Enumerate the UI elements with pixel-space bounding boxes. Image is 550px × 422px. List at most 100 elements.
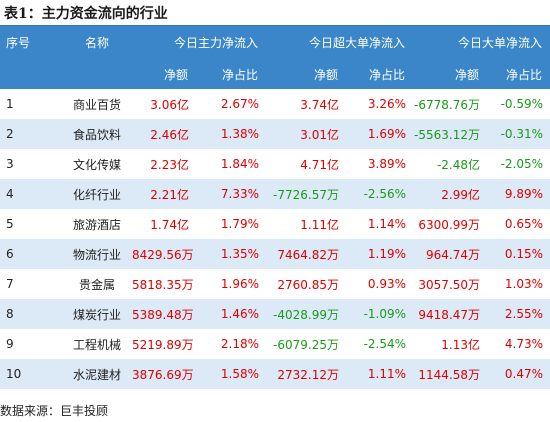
cell-large-amount: 3057.50万: [418, 277, 481, 292]
cell-main-amount: 5818.35万: [132, 277, 194, 292]
cell-super-ratio: 3.89%: [367, 157, 407, 171]
cell-main-ratio: 1.79%: [220, 217, 260, 231]
cell-main-ratio: 1.35%: [220, 247, 260, 261]
cell-name: 煤炭行业: [72, 307, 121, 322]
table-row: 6 物流行业 8429.56万 1.35% 7464.82万 1.19% 964.74万 0.…: [0, 239, 550, 269]
header-blank: [62, 59, 132, 89]
cell-main-amount: 5219.89万: [132, 337, 194, 352]
header-row-groups: 序号 名称 今日主力净流入 今日超大单净流入 今日大单净流入: [0, 26, 550, 59]
title-divider: [0, 25, 550, 26]
cell-super-amount: 7464.82万: [277, 247, 340, 262]
cell-main-ratio: 2.67%: [220, 97, 260, 111]
cell-main-ratio: 1.58%: [220, 367, 260, 381]
header-group-main: 今日主力净流入: [174, 36, 259, 50]
cell-super-ratio: 1.11%: [367, 367, 407, 381]
table-row: 9 工程机械 5219.89万 2.18% -6079.25万 -2.54% 1.13亿 4.…: [0, 329, 550, 359]
cell-name: 旅游酒店: [72, 217, 121, 232]
cell-large-ratio: 2.55%: [504, 307, 544, 321]
cell-large-ratio: -0.59%: [500, 97, 544, 111]
cell-large-ratio: 1.03%: [504, 277, 544, 291]
cell-main-ratio: 7.33%: [220, 187, 260, 201]
cell-main-ratio: 1.38%: [220, 127, 260, 141]
cell-super-amount: 1.11亿: [300, 217, 340, 232]
cell-name: 工程机械: [72, 337, 121, 352]
header-name: 名称: [84, 36, 109, 50]
cell-main-amount: 1.74亿: [150, 217, 189, 232]
cell-super-amount: -6079.25万: [273, 337, 340, 352]
cell-large-ratio: 0.15%: [504, 247, 544, 261]
cell-super-ratio: 1.19%: [367, 247, 407, 261]
cell-main-amount: 2.21亿: [150, 187, 189, 202]
cell-large-ratio: 9.89%: [504, 187, 544, 201]
cell-main-ratio: 2.18%: [220, 337, 260, 351]
table-body: 1 商业百货 3.06亿 2.67% 3.74亿 3.26% -6778.76万 -0.59%…: [0, 89, 550, 389]
cell-name: 化纤行业: [72, 187, 121, 202]
cell-super-amount: -7726.57万: [273, 187, 340, 202]
cell-super-amount: -4028.99万: [273, 307, 340, 322]
fund-flow-table: 序号 名称 今日主力净流入 今日超大单净流入 今日大单净流入 净额 净占比 净额…: [0, 26, 550, 389]
cell-large-amount: 1.13亿: [441, 337, 481, 352]
cell-large-ratio: 0.47%: [504, 367, 544, 381]
cell-index: 2: [6, 127, 14, 141]
cell-index: 1: [6, 97, 14, 111]
cell-main-amount: 2.23亿: [150, 157, 189, 172]
header-large-ratio: 净占比: [506, 67, 543, 82]
cell-large-ratio: 0.65%: [504, 217, 544, 231]
header-large-amount: 净额: [455, 67, 480, 82]
table-row: 4 化纤行业 2.21亿 7.33% -7726.57万 -2.56% 2.99亿 9.89%: [0, 179, 550, 209]
cell-large-amount: -5563.12万: [414, 127, 481, 142]
cell-super-ratio: 1.69%: [367, 127, 407, 141]
header-super-ratio: 净占比: [369, 67, 406, 82]
cell-super-ratio: -2.56%: [363, 187, 407, 201]
cell-main-amount: 2.46亿: [150, 127, 189, 142]
cell-index: 6: [6, 247, 14, 261]
table-title: 表1：主力资金流向的行业: [4, 6, 168, 22]
cell-name: 贵金属: [78, 277, 115, 292]
table-row: 8 煤炭行业 5389.48万 1.46% -4028.99万 -1.09% 9418.47…: [0, 299, 550, 329]
cell-main-amount: 8429.56万: [132, 247, 194, 262]
table-row: 2 食品饮料 2.46亿 1.38% 3.01亿 1.69% -5563.12万 -0.31%: [0, 119, 550, 149]
cell-index: 9: [6, 337, 14, 351]
cell-large-amount: 964.74万: [426, 247, 481, 262]
table-row: 5 旅游酒店 1.74亿 1.79% 1.11亿 1.14% 6300.99万 0.65%: [0, 209, 550, 239]
cell-super-ratio: 0.93%: [367, 277, 407, 291]
cell-large-amount: -6778.76万: [414, 97, 481, 112]
header-index: 序号: [6, 36, 31, 50]
cell-index: 4: [6, 187, 14, 201]
header-main-amount: 净额: [163, 67, 188, 82]
cell-super-amount: 3.74亿: [300, 97, 340, 112]
table-row: 3 文化传媒 2.23亿 1.84% 4.71亿 3.89% -2.48亿 -2.05%: [0, 149, 550, 179]
cell-index: 10: [6, 367, 22, 381]
cell-super-amount: 3.01亿: [300, 127, 340, 142]
cell-name: 商业百货: [72, 97, 121, 112]
data-source-note: 数据来源：巨丰投顾: [0, 404, 109, 418]
cell-large-ratio: -0.31%: [500, 127, 544, 141]
cell-main-amount: 3.06亿: [150, 97, 189, 112]
cell-index: 3: [6, 157, 14, 171]
cell-index: 7: [6, 277, 14, 291]
cell-main-ratio: 1.84%: [220, 157, 260, 171]
cell-main-amount: 5389.48万: [132, 307, 194, 322]
cell-name: 物流行业: [72, 247, 121, 262]
cell-main-ratio: 1.96%: [220, 277, 260, 291]
table-row: 10 水泥建材 3876.69万 1.58% 2732.12万 1.11% 1144.58万…: [0, 359, 550, 389]
cell-index: 8: [6, 307, 14, 321]
table-row: 1 商业百货 3.06亿 2.67% 3.74亿 3.26% -6778.76万 -0.59%: [0, 89, 550, 119]
cell-large-amount: 6300.99万: [418, 217, 481, 232]
header-super-amount: 净额: [314, 67, 339, 82]
cell-super-amount: 2732.12万: [277, 367, 340, 382]
cell-large-amount: 9418.47万: [418, 307, 481, 322]
table-row: 7 贵金属 5818.35万 1.96% 2760.85万 0.93% 3057.50万 1.…: [0, 269, 550, 299]
cell-super-ratio: -2.54%: [363, 337, 407, 351]
cell-large-ratio: 4.73%: [504, 337, 544, 351]
cell-super-amount: 4.71亿: [300, 157, 340, 172]
cell-large-amount: -2.48亿: [436, 157, 481, 172]
header-blank: [0, 59, 62, 89]
cell-super-amount: 2760.85万: [277, 277, 340, 292]
cell-name: 食品饮料: [72, 127, 121, 142]
cell-name: 文化传媒: [72, 157, 121, 172]
cell-index: 5: [6, 217, 14, 231]
cell-main-ratio: 1.46%: [220, 307, 260, 321]
header-group-super: 今日超大单净流入: [309, 36, 406, 50]
header-main-ratio: 净占比: [222, 67, 259, 82]
